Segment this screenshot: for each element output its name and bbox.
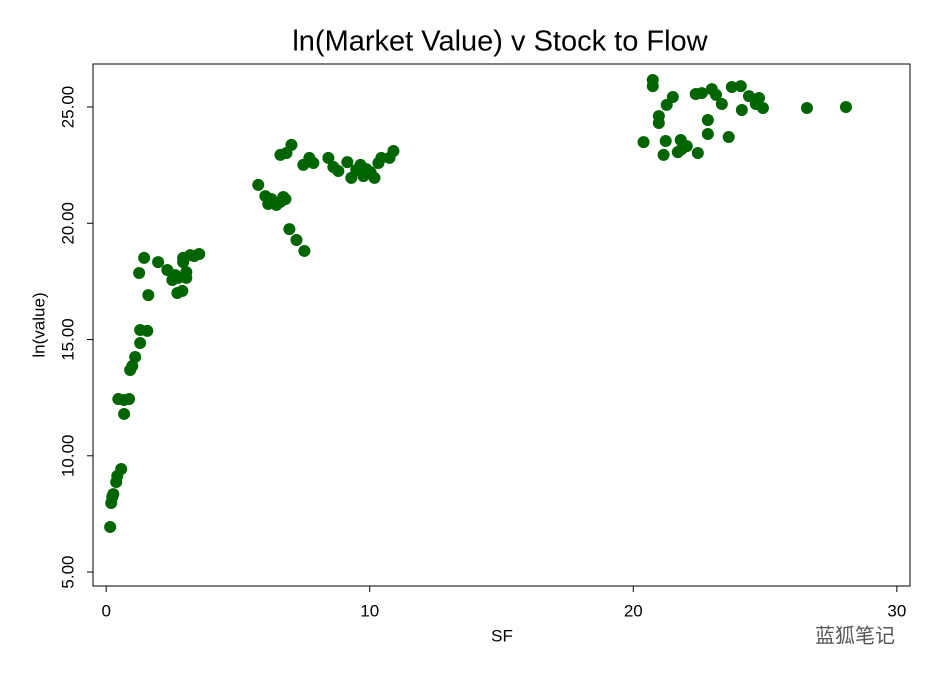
y-tick-label: 10.00 bbox=[58, 435, 77, 478]
x-tick-label: 30 bbox=[887, 601, 906, 620]
y-tick-label: 20.00 bbox=[58, 202, 77, 245]
y-tick-label: 25.00 bbox=[58, 86, 77, 129]
point bbox=[180, 271, 193, 284]
point bbox=[126, 360, 139, 373]
point bbox=[134, 337, 147, 350]
x-tick-label: 10 bbox=[360, 601, 379, 620]
point bbox=[176, 284, 189, 297]
point bbox=[710, 88, 723, 101]
point bbox=[307, 157, 320, 170]
point bbox=[657, 148, 670, 161]
point bbox=[701, 127, 714, 140]
y-axis-label: ln(value) bbox=[29, 292, 48, 357]
point bbox=[115, 463, 128, 476]
point bbox=[252, 178, 265, 191]
point bbox=[285, 138, 298, 151]
point bbox=[138, 251, 151, 264]
point bbox=[695, 87, 708, 100]
point bbox=[283, 223, 296, 236]
watermark: 蓝狐笔记 bbox=[815, 624, 895, 647]
plot-frame bbox=[92, 63, 911, 587]
point bbox=[652, 117, 665, 130]
x-tick-label: 0 bbox=[101, 601, 110, 620]
point bbox=[752, 91, 765, 104]
y-tick-label: 5.00 bbox=[58, 556, 77, 589]
point bbox=[725, 81, 738, 94]
point bbox=[722, 131, 735, 144]
point bbox=[133, 267, 146, 280]
point bbox=[659, 134, 672, 147]
point bbox=[715, 97, 728, 110]
chart-title: ln(Market Value) v Stock to Flow bbox=[292, 26, 708, 58]
point bbox=[142, 289, 155, 302]
point bbox=[141, 324, 154, 337]
point bbox=[104, 520, 117, 533]
point bbox=[123, 393, 136, 406]
point bbox=[332, 164, 345, 177]
point bbox=[800, 101, 813, 114]
point bbox=[368, 171, 381, 184]
point bbox=[387, 144, 400, 157]
point bbox=[839, 101, 852, 114]
point bbox=[341, 156, 354, 169]
x-tick-label: 20 bbox=[624, 601, 643, 620]
point bbox=[290, 234, 303, 247]
point bbox=[701, 114, 714, 127]
x-axis-label: SF bbox=[491, 626, 513, 645]
point bbox=[666, 91, 679, 104]
point bbox=[646, 80, 659, 93]
point bbox=[742, 90, 755, 103]
point bbox=[298, 244, 311, 257]
point bbox=[734, 80, 747, 93]
point bbox=[152, 256, 165, 269]
point bbox=[193, 247, 206, 260]
point bbox=[691, 147, 704, 160]
point bbox=[107, 488, 120, 501]
point bbox=[322, 151, 335, 164]
y-tick-label: 15.00 bbox=[58, 318, 77, 361]
point bbox=[129, 350, 142, 363]
point bbox=[735, 104, 748, 117]
point bbox=[279, 193, 292, 206]
point bbox=[756, 101, 769, 114]
point bbox=[637, 136, 650, 149]
point bbox=[118, 407, 131, 420]
point bbox=[680, 140, 693, 153]
